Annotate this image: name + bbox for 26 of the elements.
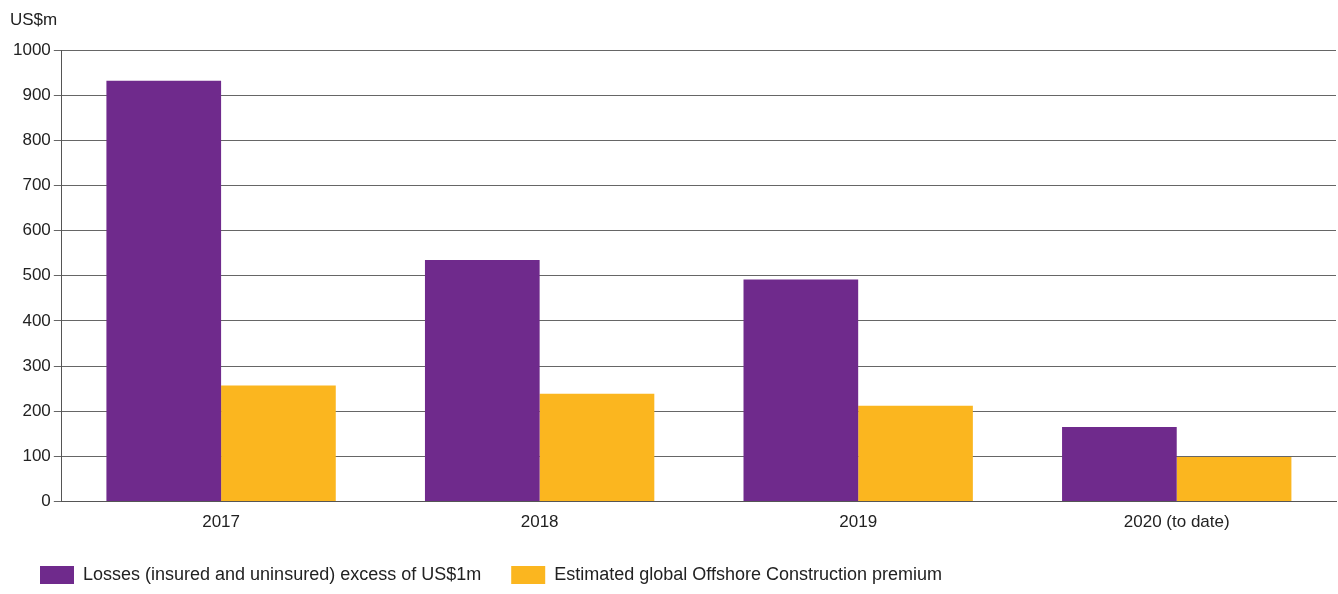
y-tick-label: 200 (22, 400, 51, 420)
y-tick-label: 700 (22, 175, 51, 195)
bar (858, 405, 973, 502)
bar (106, 80, 222, 502)
y-tick-label: 900 (22, 84, 51, 104)
x-tick-label: 2019 (839, 512, 878, 532)
bar (539, 393, 655, 502)
y-tick-label: 400 (22, 310, 51, 330)
y-tick-label: 100 (22, 446, 51, 466)
legend-label: Losses (insured and uninsured) excess of US$1m (83, 563, 482, 584)
bar (1062, 427, 1177, 502)
y-tick-label: 500 (22, 265, 51, 285)
bar (1176, 456, 1292, 502)
x-tick-label: 2017 (202, 512, 241, 532)
x-tick-label: 2018 (520, 512, 559, 532)
x-tick-label: 2020 (to date) (1123, 512, 1230, 532)
y-tick-label: 0 (41, 491, 51, 511)
bar (424, 259, 540, 502)
y-axis-title: US$m (10, 10, 58, 30)
y-tick-label: 300 (22, 355, 51, 375)
legend-label: Estimated global Offshore Construction premium (554, 563, 943, 584)
y-tick-label: 600 (22, 220, 51, 240)
y-tick-label: 800 (22, 130, 51, 150)
y-tick-label: 1000 (12, 39, 51, 59)
bar (221, 385, 336, 502)
bar (743, 279, 859, 502)
